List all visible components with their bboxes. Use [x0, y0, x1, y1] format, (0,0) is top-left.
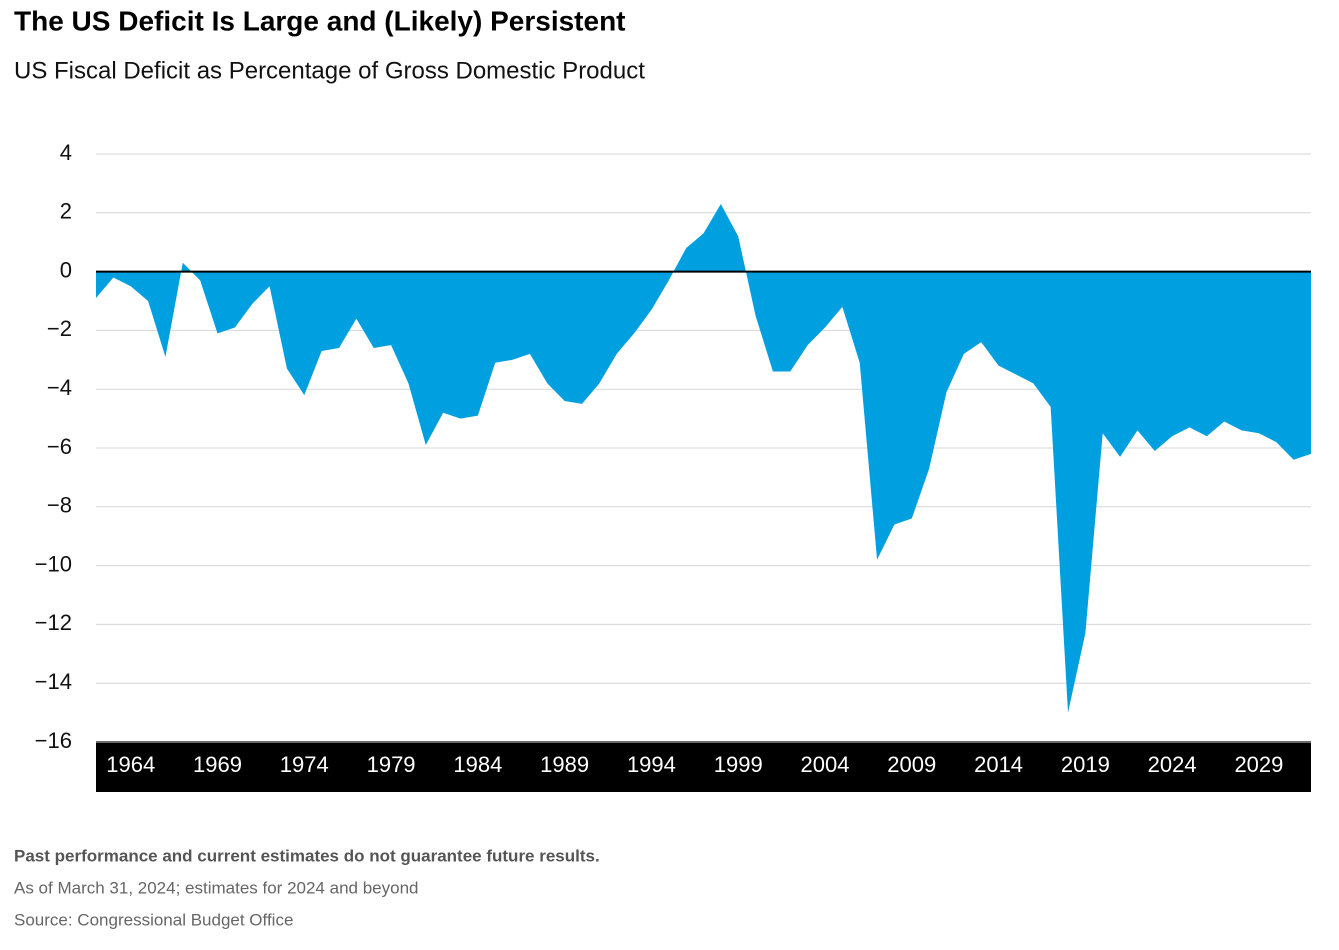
note: Past performance and current estimates d…	[14, 846, 600, 865]
chart-subtitle: US Fiscal Deficit as Percentage of Gross…	[14, 57, 645, 84]
y-tick-label: −10	[35, 551, 72, 576]
x-tick-label: 1984	[453, 752, 502, 777]
y-tick-label: −12	[35, 610, 72, 635]
y-tick-label: −6	[47, 434, 72, 459]
y-tick-label: −14	[35, 669, 72, 694]
y-tick-label: 2	[60, 199, 72, 224]
x-tick-label: 1994	[627, 752, 676, 777]
y-tick-label: −16	[35, 728, 72, 753]
x-tick-label: 1969	[193, 752, 242, 777]
area	[96, 203, 1311, 713]
y-tick-label: −8	[47, 493, 72, 518]
x-tick-label: 2019	[1061, 752, 1110, 777]
x-tick-label: 1979	[367, 752, 416, 777]
x-tick-label: 1989	[540, 752, 589, 777]
note: As of March 31, 2024; estimates for 2024…	[14, 878, 418, 897]
x-tick-label: 1964	[106, 752, 155, 777]
y-tick-label: −2	[47, 316, 72, 341]
y-tick-label: 4	[60, 140, 72, 165]
y-tick-label: 0	[60, 257, 72, 282]
x-tick-label: 1974	[280, 752, 329, 777]
note: Source: Congressional Budget Office	[14, 910, 293, 929]
y-tick-label: −4	[47, 375, 72, 400]
x-axis-band	[96, 741, 1311, 792]
x-tick-label: 1999	[714, 752, 763, 777]
x-tick-label: 2004	[801, 752, 850, 777]
chart-title: The US Deficit Is Large and (Likely) Per…	[14, 5, 626, 36]
x-tick-label: 2029	[1234, 752, 1283, 777]
x-tick-label: 2024	[1148, 752, 1197, 777]
x-tick-label: 2014	[974, 752, 1023, 777]
x-tick-label: 2009	[887, 752, 936, 777]
x-tick-label: 2034	[1321, 752, 1339, 777]
